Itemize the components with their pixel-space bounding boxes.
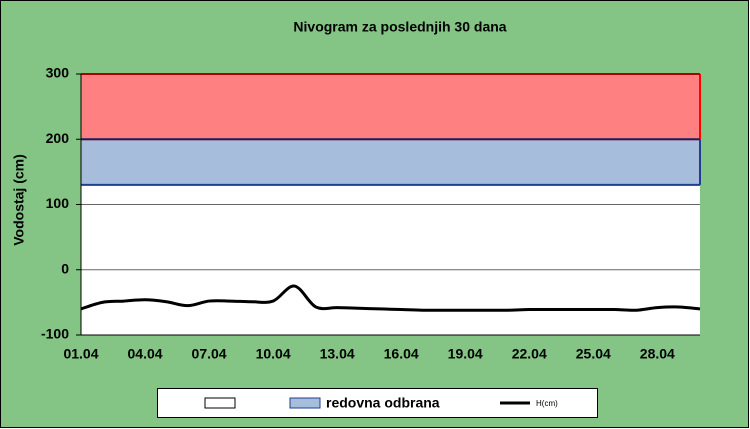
y-tick-label: 200 [46,130,70,146]
legend-swatch [204,397,236,409]
y-tick-label: 0 [61,260,69,276]
plot: -100 0 100 200 300 01.04 04.04 07.04 10.04 13.04 1… [41,65,701,362]
y-axis-label: Vodostaj (cm) [11,154,27,246]
x-tick-label: 16.04 [384,346,419,362]
y-tick-label: -100 [41,326,69,342]
x-tick-label: 19.04 [448,346,483,362]
x-tick-label: 10.04 [256,346,291,362]
x-tick-label: 04.04 [128,346,163,362]
y-tick-label: 100 [46,195,70,211]
legend-label: H(cm) [536,399,558,408]
x-tick-label: 13.04 [320,346,355,362]
x-tick-label: 25.04 [576,346,611,362]
chart-title: Nivogram za poslednjih 30 dana [293,19,506,35]
x-tick-label: 01.04 [63,346,98,362]
legend-label: redovna odbrana [326,395,440,411]
y-tick-label: 300 [46,65,70,81]
band [81,139,700,185]
band [81,74,700,140]
legend-items: redovna odbrana H(cm) [289,395,558,411]
legend-swatch [289,397,321,409]
x-tick-label: 22.04 [512,346,547,362]
x-tick-label: 28.04 [640,346,675,362]
x-tick-label: 07.04 [192,346,227,362]
series-line [80,284,701,312]
